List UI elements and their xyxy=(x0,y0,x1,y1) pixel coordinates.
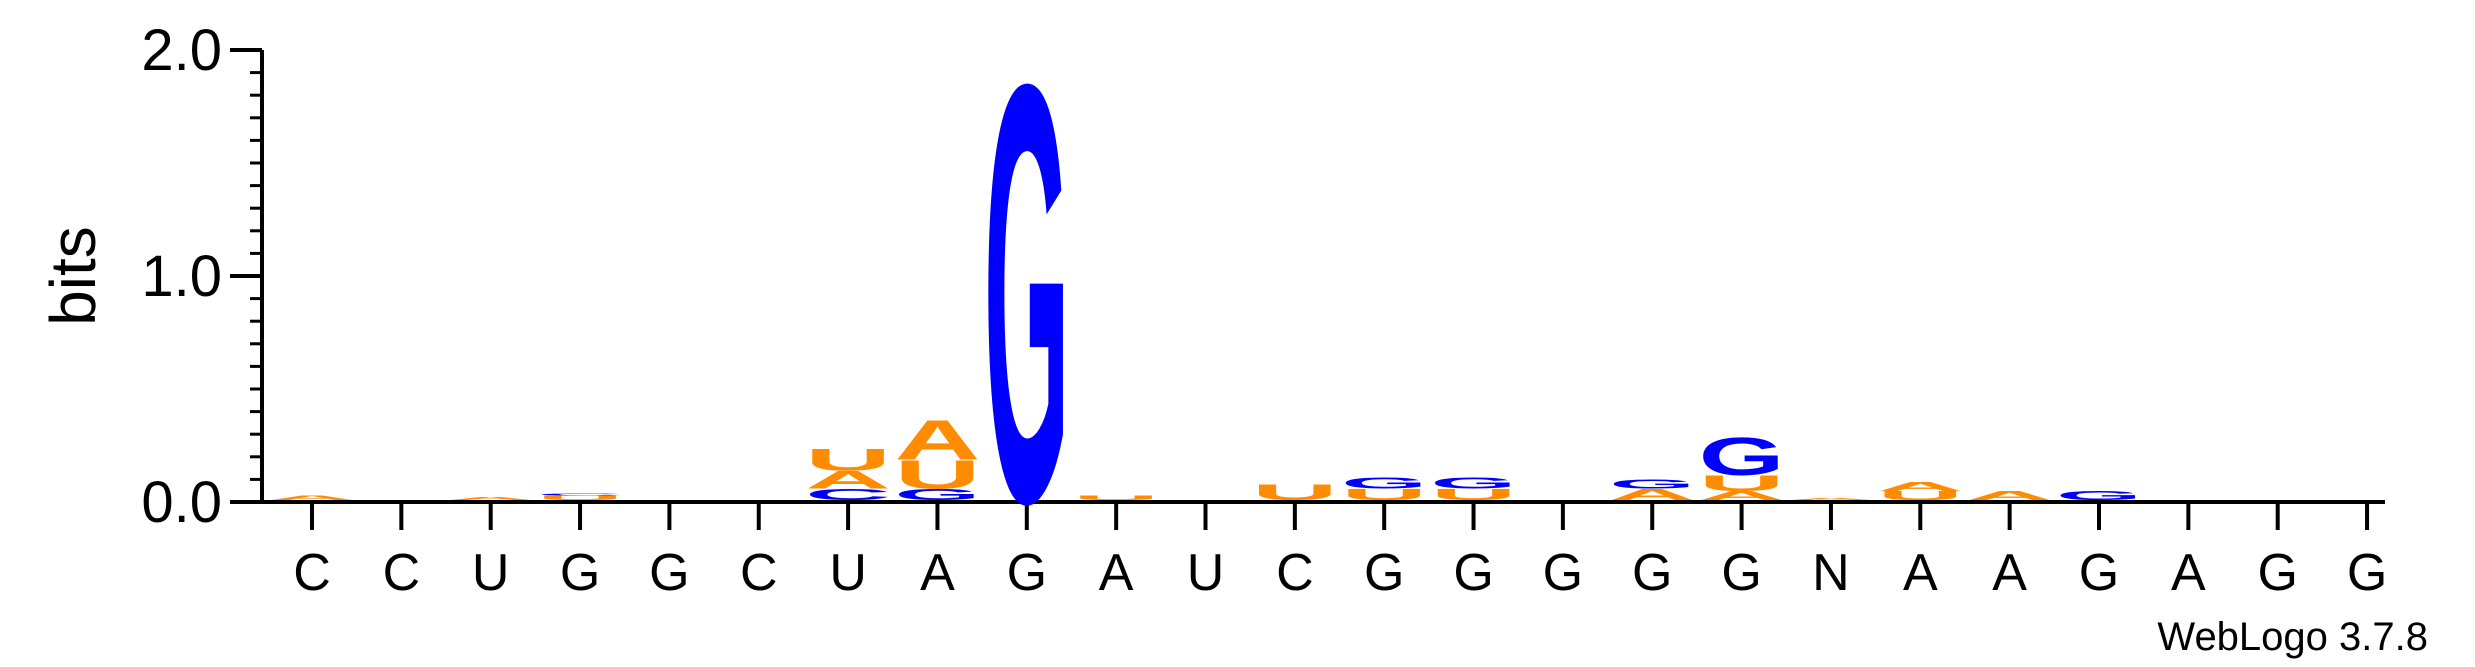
logo-letter-u: U xyxy=(1073,494,1159,501)
x-tick-label: G xyxy=(649,544,689,602)
logo-letter-u: U xyxy=(805,443,891,478)
x-tick-label: G xyxy=(1364,544,1404,602)
x-tick-label: U xyxy=(472,544,510,602)
logo-letter-c: C xyxy=(805,486,891,504)
x-tick-label: G xyxy=(1007,544,1047,602)
x-tick-label: G xyxy=(2347,544,2387,602)
x-tick-label: N xyxy=(1812,544,1850,602)
x-tick-label: A xyxy=(2171,544,2206,602)
logo-letter-u: U xyxy=(1877,489,1963,503)
x-tick-label: A xyxy=(1099,544,1134,602)
axes xyxy=(260,50,2385,504)
x-tick-label: G xyxy=(1632,544,1672,602)
logo-letter-a: A xyxy=(805,466,891,494)
x-tick-label: A xyxy=(920,544,955,602)
x-tick-label: C xyxy=(383,544,421,602)
logo-letter-a: A xyxy=(269,494,355,501)
logo-letter-g: G xyxy=(1341,475,1427,492)
x-tick-label: G xyxy=(560,544,600,602)
x-tick-label: G xyxy=(1453,544,1493,602)
y-tick-label: 1.0 xyxy=(141,244,222,309)
y-axis-label: bits xyxy=(37,226,109,326)
logo-letter-a: A xyxy=(1609,486,1695,504)
logo-letter-a: A xyxy=(1877,480,1963,494)
x-tick-label: G xyxy=(2257,544,2297,602)
logo-letter-u: U xyxy=(1341,486,1427,504)
weblogo-watermark: WebLogo 3.7.8 xyxy=(2157,615,2428,659)
logo-letter-u: U xyxy=(1252,480,1338,505)
logo-letter-c: C xyxy=(537,493,623,497)
logo-letter-u: U xyxy=(894,452,980,498)
x-tick-label: A xyxy=(1992,544,2027,602)
logo-letter-g: G xyxy=(1431,475,1517,492)
logo-letter-g: G xyxy=(2056,489,2142,503)
logo-letter-a: A xyxy=(894,408,980,471)
logo-letter-a: A xyxy=(1967,489,2053,503)
y-tick-label: 0.0 xyxy=(141,470,222,535)
x-tick-label: G xyxy=(1721,544,1761,602)
x-tick-label: U xyxy=(829,544,867,602)
x-tick-label: C xyxy=(293,544,331,602)
x-tick-label: C xyxy=(1276,544,1314,602)
x-tick-label: G xyxy=(1543,544,1583,602)
y-tick-label: 2.0 xyxy=(141,18,222,83)
logo-letter-u: U xyxy=(1699,471,1785,496)
logo-letter-g: G xyxy=(894,486,980,503)
y-ticks: 0.0 1.0 2.0 xyxy=(141,18,262,535)
logo-letter-g: G xyxy=(984,0,1070,627)
x-tick-label: G xyxy=(2079,544,2119,602)
logo-letter-a: A xyxy=(1788,497,1874,501)
x-tick-label: C xyxy=(740,544,778,602)
x-tick-label: U xyxy=(1187,544,1225,602)
x-tick-label: A xyxy=(1903,544,1938,602)
logo-letter-u: U xyxy=(537,494,623,501)
logo-letter-a: A xyxy=(448,496,534,501)
logo-letter-a: A xyxy=(1699,489,1785,503)
logo-letter-g: G xyxy=(1609,477,1695,491)
logo-letter-g: G xyxy=(1699,427,1785,487)
logo-letter-u: U xyxy=(1431,486,1517,504)
